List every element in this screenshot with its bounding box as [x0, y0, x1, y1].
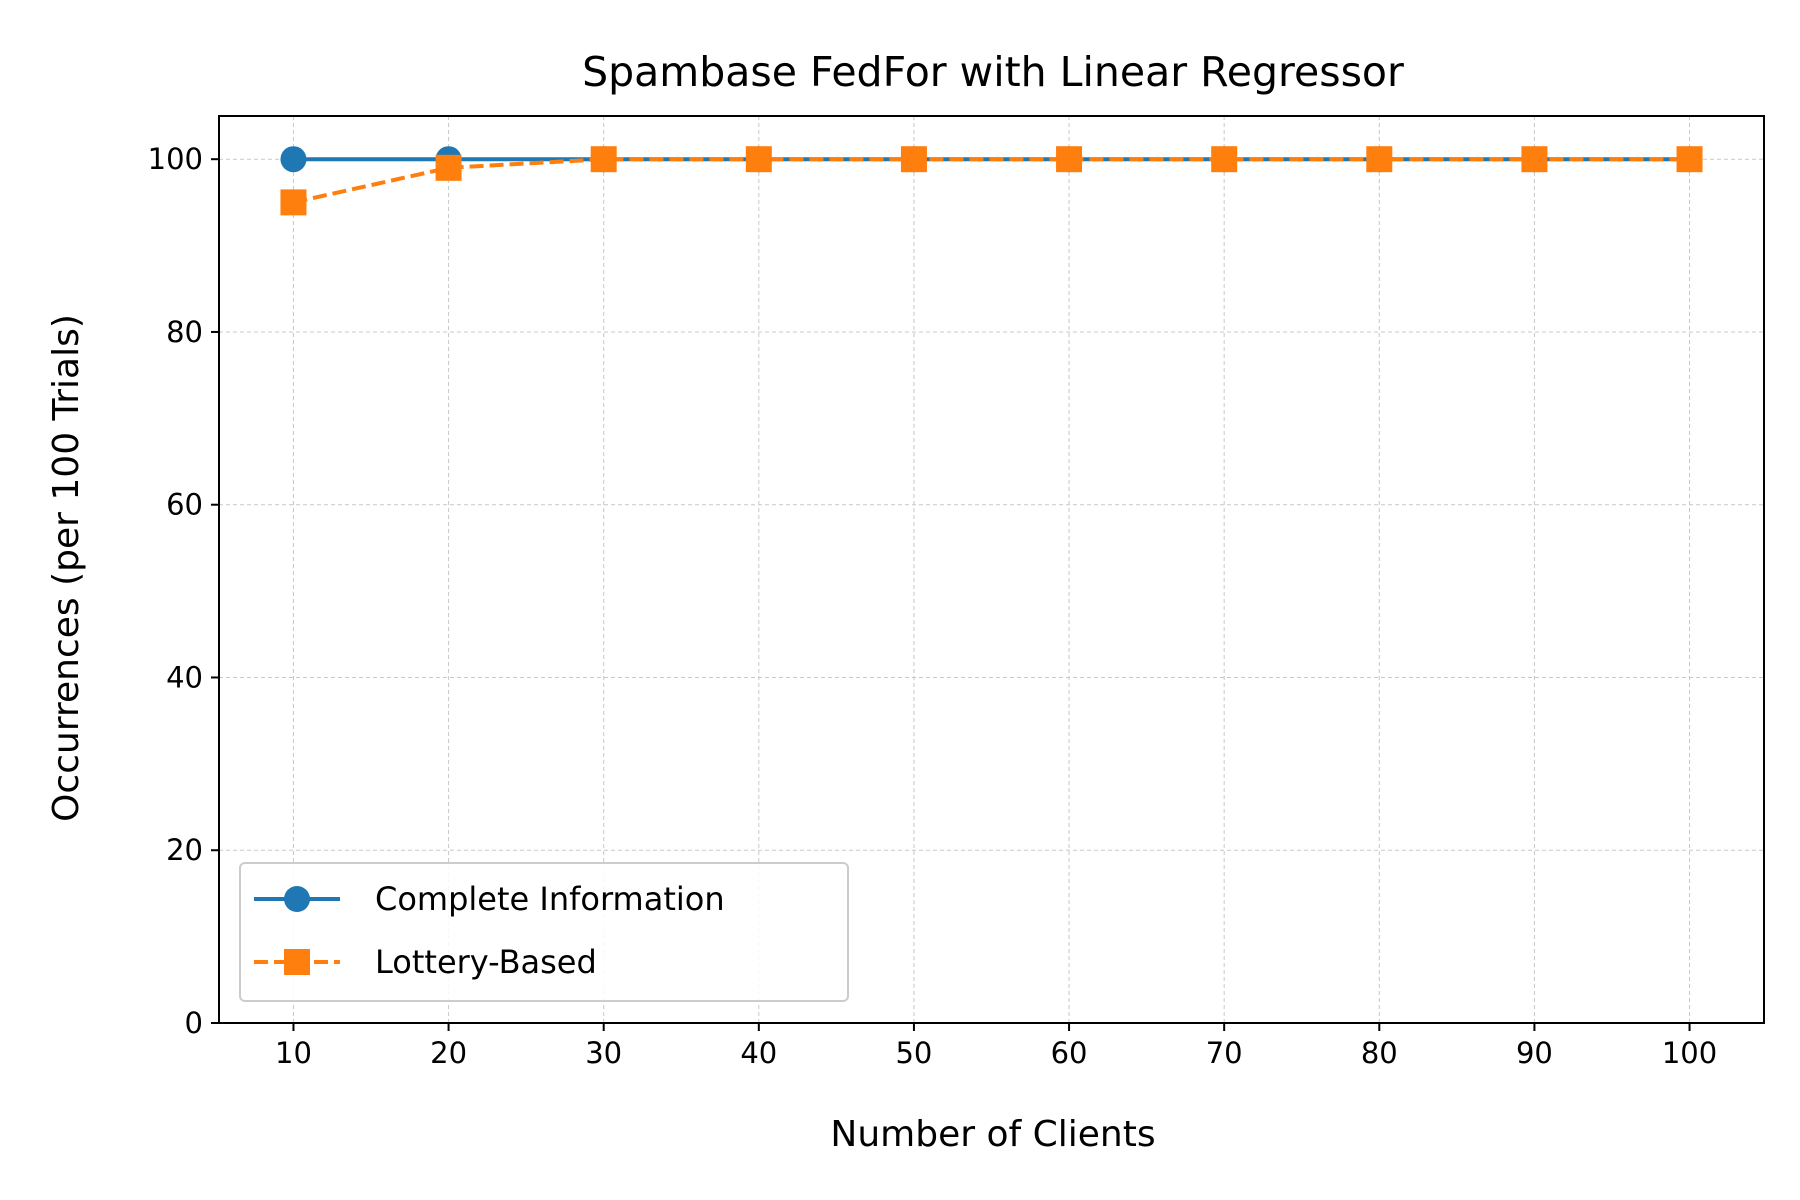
marker-point — [280, 189, 307, 216]
legend-box — [239, 862, 849, 1002]
marker-point — [284, 886, 310, 912]
plot-frame — [218, 115, 1765, 1024]
legend-item: Complete Information — [254, 880, 725, 918]
marker-point — [900, 146, 927, 173]
legend-item: Lottery-Based — [254, 943, 597, 981]
x-axis-title: Number of Clients — [830, 1114, 1155, 1155]
marker-point — [284, 949, 310, 975]
y-tick-label: 0 — [185, 1006, 203, 1040]
x-tick-label: 60 — [1051, 1036, 1088, 1070]
x-tick-label: 10 — [275, 1036, 312, 1070]
marker-point — [1056, 146, 1083, 173]
axes: 10 20 30 40 50 60 70 80 90 100 0 20 40 60 80 100 — [148, 142, 1718, 1070]
marker-point — [435, 154, 462, 181]
marker-point — [745, 146, 772, 173]
x-tick-label: 90 — [1516, 1036, 1553, 1070]
y-tick-label: 20 — [166, 833, 203, 867]
y-tick-label: 60 — [166, 488, 203, 522]
legend-label: Lottery-Based — [375, 943, 597, 981]
x-tick-label: 20 — [430, 1036, 467, 1070]
y-tick-label: 80 — [166, 315, 203, 349]
series — [280, 146, 1703, 216]
x-tick-label: 70 — [1206, 1036, 1243, 1070]
marker-point — [1211, 146, 1238, 173]
x-tick-label: 100 — [1662, 1036, 1717, 1070]
legend-label: Complete Information — [375, 880, 725, 918]
y-tick-label: 100 — [148, 142, 203, 176]
marker-point — [1366, 146, 1393, 173]
marker-point — [280, 146, 307, 173]
x-tick-label: 80 — [1361, 1036, 1398, 1070]
chart-title: Spambase FedFor with Linear Regressor — [582, 48, 1404, 96]
y-tick-label: 40 — [166, 660, 203, 694]
x-tick-label: 30 — [585, 1036, 622, 1070]
series-line — [293, 157, 1690, 205]
y-axis-title: Occurrences (per 100 Trials) — [46, 314, 87, 822]
marker-point — [1676, 146, 1703, 173]
x-tick-label: 50 — [895, 1036, 932, 1070]
marker-point — [1521, 146, 1548, 173]
legend: Complete Information Lottery-Based — [239, 862, 849, 1002]
series-lottery-based — [280, 146, 1703, 216]
x-tick-label: 40 — [740, 1036, 777, 1070]
marker-point — [590, 146, 617, 173]
